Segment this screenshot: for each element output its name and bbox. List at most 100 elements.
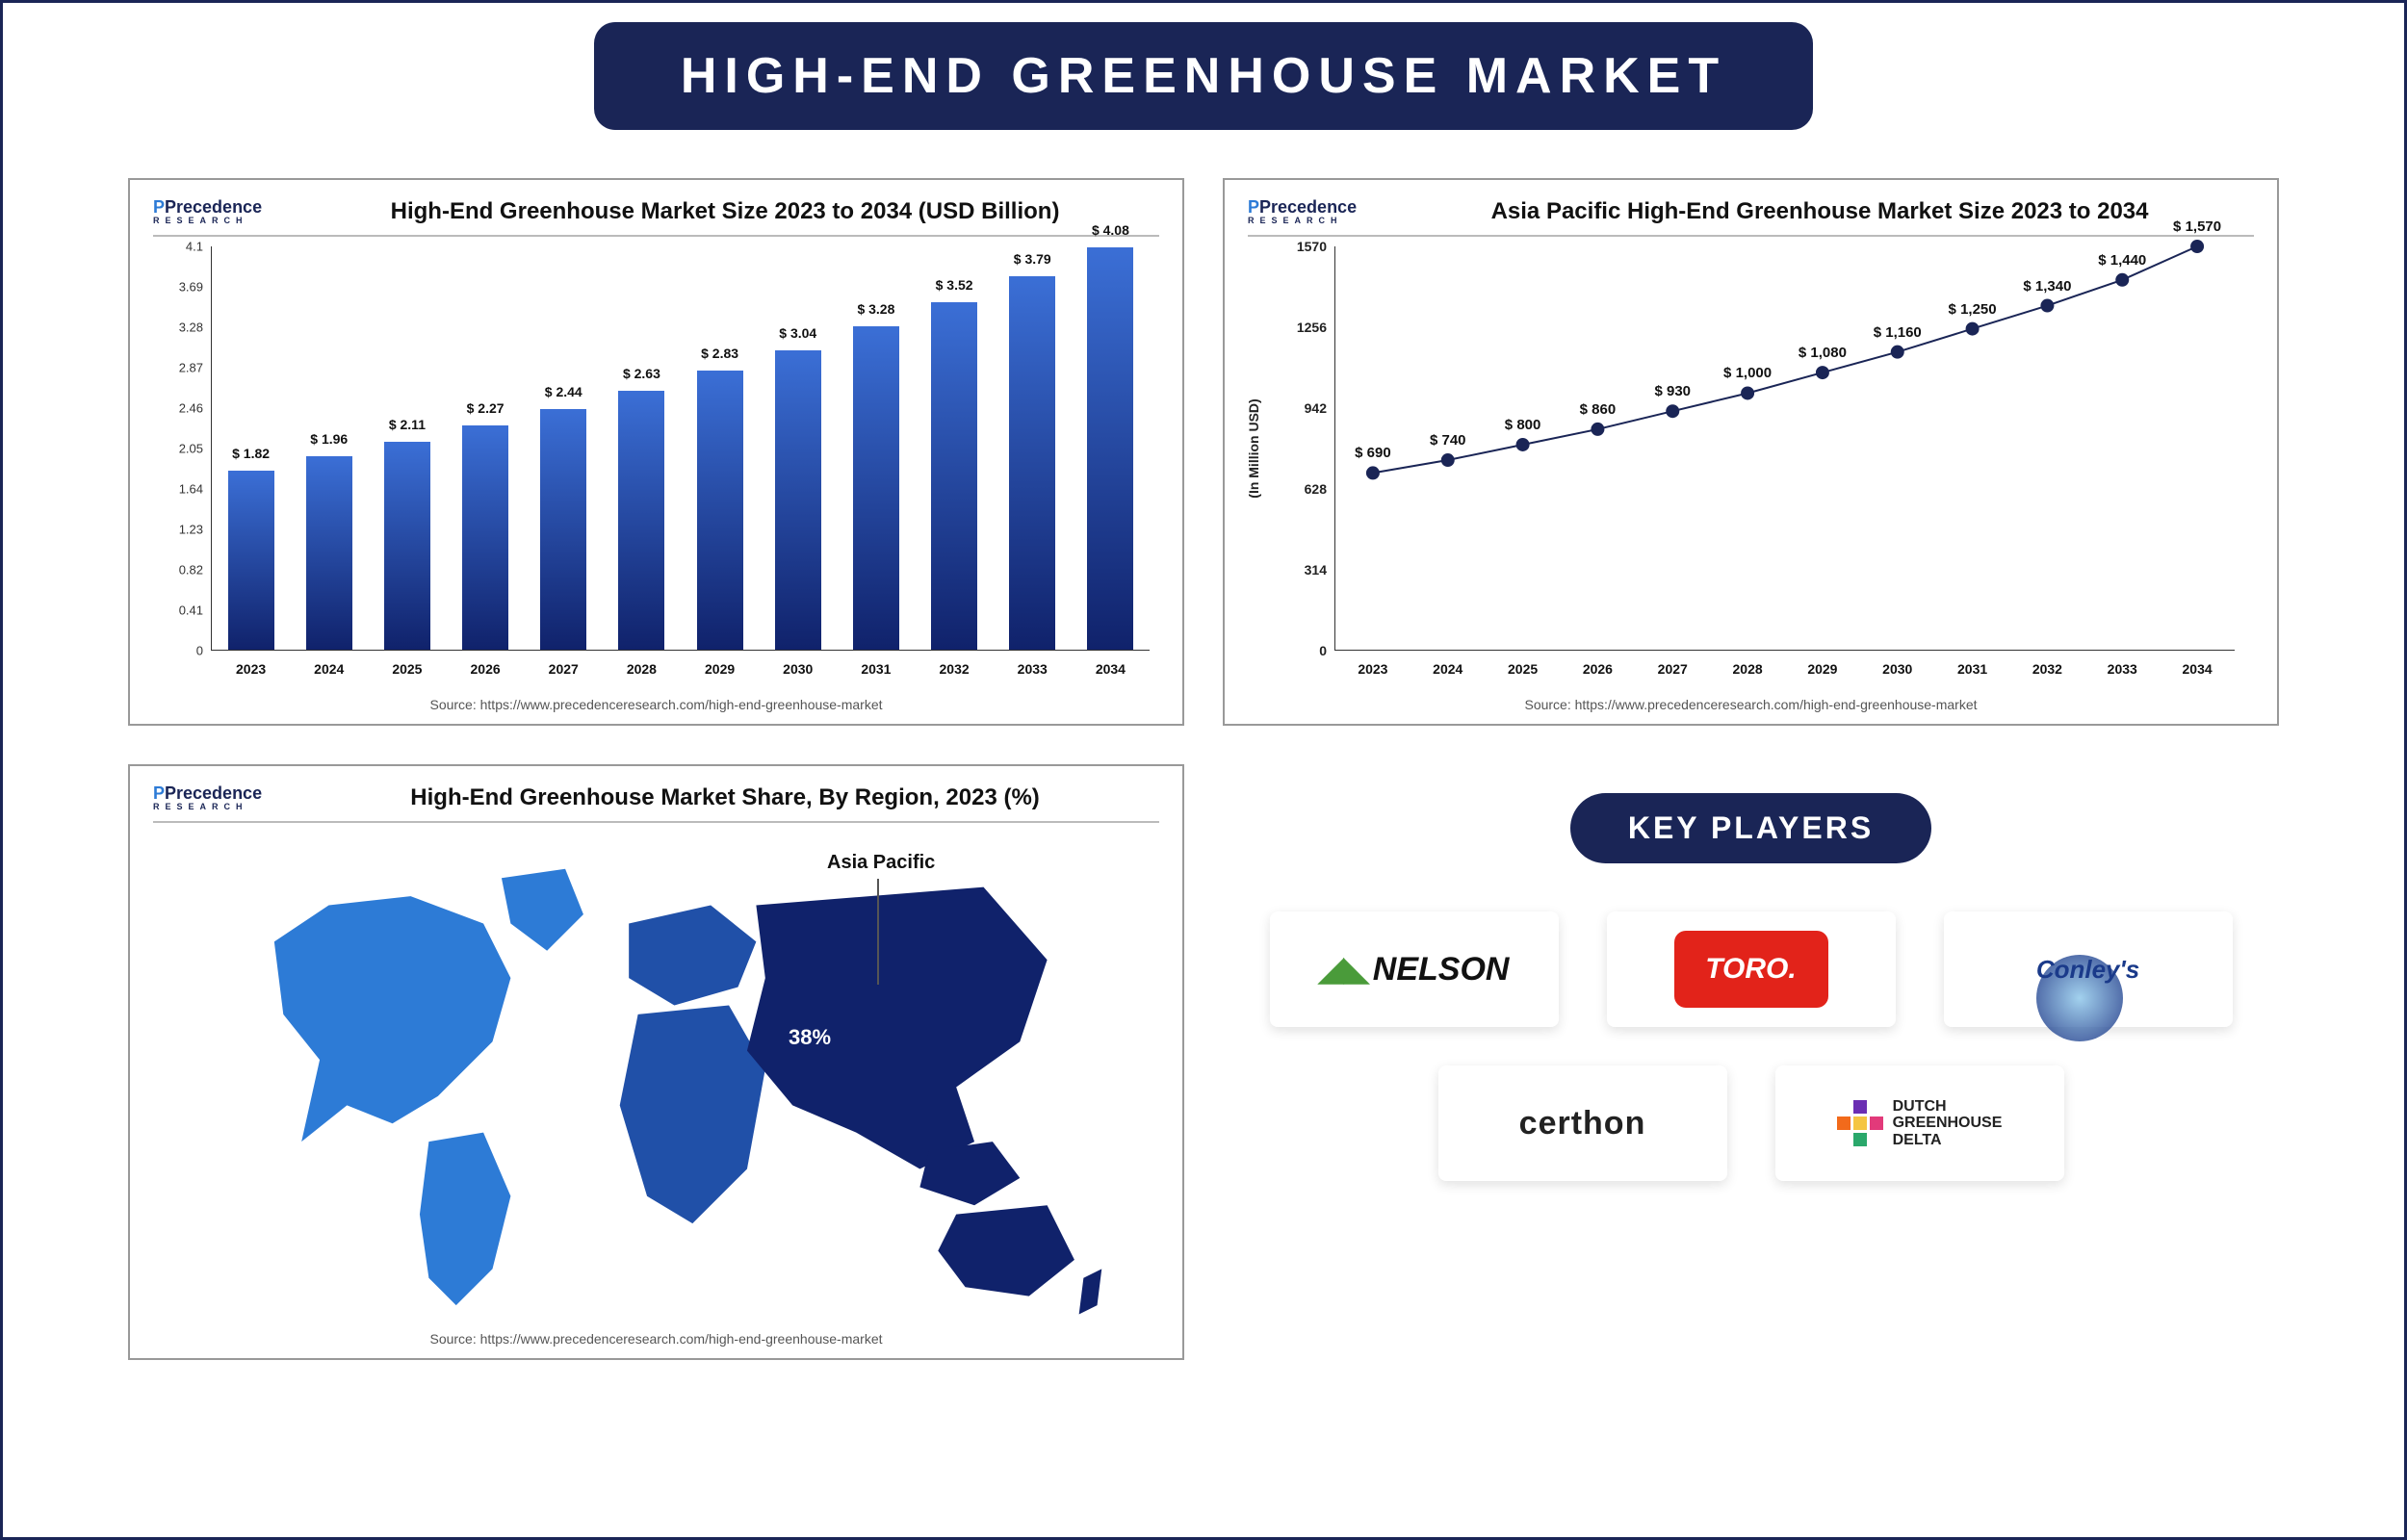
world-map-svg <box>153 833 1159 1323</box>
region-australia <box>938 1205 1074 1296</box>
line-point-label: $ 1,340 <box>2023 278 2071 295</box>
line-marker <box>2191 241 2203 252</box>
bar: $ 1.82 <box>228 471 274 650</box>
line-x-label: 2034 <box>2168 661 2226 677</box>
bar-value-label: $ 2.44 <box>525 384 602 399</box>
bar-y-tick: 2.87 <box>179 361 203 375</box>
line-x-label: 2032 <box>2018 661 2076 677</box>
bar-y-tick: 4.1 <box>186 240 203 254</box>
bar-value-label: $ 1.96 <box>291 431 368 447</box>
line-marker <box>2041 300 2053 312</box>
key-players-section: KEY PLAYERS ◢◣NELSON TORO. Conley's cert… <box>1223 764 2279 1360</box>
bar-y-tick: 0.82 <box>179 563 203 578</box>
bar-chart: 00.410.821.231.642.052.462.873.283.694.1… <box>153 246 1159 689</box>
line-marker <box>1667 405 1678 417</box>
kp-dgd-label: DUTCHGREENHOUSEDELTA <box>1893 1098 2003 1149</box>
map-chart-title: High-End Greenhouse Market Share, By Reg… <box>291 784 1159 811</box>
line-point-label: $ 1,570 <box>2173 218 2221 235</box>
dgd-block <box>1853 1116 1867 1130</box>
bar-x-label: 2034 <box>1081 661 1139 677</box>
dgd-block <box>1837 1116 1851 1130</box>
dgd-block <box>1870 1116 1883 1130</box>
logo-accent: P <box>153 783 165 803</box>
bar-chart-header: PPrecedence RESEARCH High-End Greenhouse… <box>153 197 1159 237</box>
bar-y-tick: 0 <box>196 644 203 658</box>
logo-text: Precedence <box>165 197 262 217</box>
bar-x-label: 2025 <box>378 661 436 677</box>
main-title-banner: HIGH-END GREENHOUSE MARKET <box>3 22 2404 130</box>
bar-chart-title: High-End Greenhouse Market Size 2023 to … <box>291 198 1159 225</box>
bar-y-tick: 2.05 <box>179 442 203 456</box>
bar-x-label: 2030 <box>769 661 827 677</box>
line-point-label: $ 1,440 <box>2098 252 2146 269</box>
dgd-block <box>1853 1133 1867 1146</box>
line-x-label: 2023 <box>1344 661 1402 677</box>
line-svg <box>1335 246 2235 650</box>
region-africa <box>620 1005 765 1223</box>
logo-text: Precedence <box>1259 197 1357 217</box>
logo: PPrecedence RESEARCH <box>1248 197 1357 225</box>
bar: $ 2.27 <box>462 425 508 650</box>
bar-y-tick: 3.69 <box>179 280 203 295</box>
main-title: HIGH-END GREENHOUSE MARKET <box>594 22 1813 130</box>
bar-value-label: $ 3.28 <box>838 301 915 317</box>
kp-conleys: Conley's <box>2036 955 2139 985</box>
line-point-label: $ 860 <box>1580 401 1617 418</box>
bar-y-tick: 1.64 <box>179 482 203 497</box>
logo-sub: RESEARCH <box>153 802 262 811</box>
dgd-block <box>1870 1100 1883 1114</box>
line-y-tick: 1256 <box>1297 320 1327 335</box>
line-x-label: 2029 <box>1794 661 1851 677</box>
line-marker <box>1817 367 1828 378</box>
line-point-label: $ 1,000 <box>1723 365 1772 381</box>
map-callout-line <box>877 879 879 985</box>
line-chart-card: PPrecedence RESEARCH Asia Pacific High-E… <box>1223 178 2279 726</box>
kp-card-conleys: Conley's <box>1944 911 2233 1027</box>
line-point-label: $ 1,250 <box>1949 301 1997 318</box>
kp-nelson-label: NELSON <box>1373 951 1510 988</box>
kp-conleys-label: Conley's <box>2036 955 2139 985</box>
bar: $ 1.96 <box>306 456 352 650</box>
bar-chart-card: PPrecedence RESEARCH High-End Greenhouse… <box>128 178 1184 726</box>
bar-chart-source: Source: https://www.precedenceresearch.c… <box>153 697 1159 712</box>
line-point-label: $ 740 <box>1430 432 1466 449</box>
map-chart-header: PPrecedence RESEARCH High-End Greenhouse… <box>153 783 1159 823</box>
map-chart-card: PPrecedence RESEARCH High-End Greenhouse… <box>128 764 1184 1360</box>
bar-y-tick: 2.46 <box>179 401 203 416</box>
bar-x-label: 2023 <box>222 661 280 677</box>
bar-y-axis: 00.410.821.231.642.052.462.873.283.694.1 <box>153 246 211 651</box>
line-y-axis: (In Million USD) 031462894212561570 <box>1248 246 1334 651</box>
map-percent: 38% <box>789 1025 831 1050</box>
dgd-block <box>1870 1133 1883 1146</box>
bar-x-label: 2026 <box>456 661 514 677</box>
nelson-icon: ◢◣ <box>1319 951 1369 988</box>
line-chart-header: PPrecedence RESEARCH Asia Pacific High-E… <box>1248 197 2254 237</box>
line-plot: 2023$ 6902024$ 7402025$ 8002026$ 8602027… <box>1334 246 2235 651</box>
bar-value-label: $ 2.11 <box>369 417 446 432</box>
kp-nelson: ◢◣NELSON <box>1319 950 1510 988</box>
bar-x-label: 2027 <box>534 661 592 677</box>
line-point-label: $ 1,080 <box>1799 345 1847 361</box>
bar: $ 2.44 <box>540 409 586 650</box>
bar-plot: $ 1.822023$ 1.962024$ 2.112025$ 2.272026… <box>211 246 1150 651</box>
bar-x-label: 2028 <box>612 661 670 677</box>
bar: $ 4.08 <box>1087 247 1133 650</box>
line-x-label: 2024 <box>1419 661 1477 677</box>
region-se-asia <box>919 1142 1020 1205</box>
bar-value-label: $ 1.82 <box>213 446 290 461</box>
kp-dgd: DUTCHGREENHOUSEDELTA <box>1837 1098 2003 1149</box>
bar-value-label: $ 2.63 <box>603 366 680 381</box>
dgd-block <box>1837 1133 1851 1146</box>
kp-card-nelson: ◢◣NELSON <box>1270 911 1559 1027</box>
line-point-label: $ 1,160 <box>1874 324 1922 341</box>
region-north-america <box>274 896 511 1142</box>
map-area: Asia Pacific 38% <box>153 833 1159 1323</box>
bar-x-label: 2032 <box>925 661 983 677</box>
line-x-label: 2027 <box>1643 661 1701 677</box>
line-point-label: $ 930 <box>1654 383 1691 399</box>
line-y-tick: 1570 <box>1297 239 1327 254</box>
line-x-label: 2033 <box>2093 661 2151 677</box>
bar: $ 3.28 <box>853 326 899 650</box>
line-x-label: 2030 <box>1869 661 1927 677</box>
kp-certhon-label: certhon <box>1519 1105 1646 1142</box>
